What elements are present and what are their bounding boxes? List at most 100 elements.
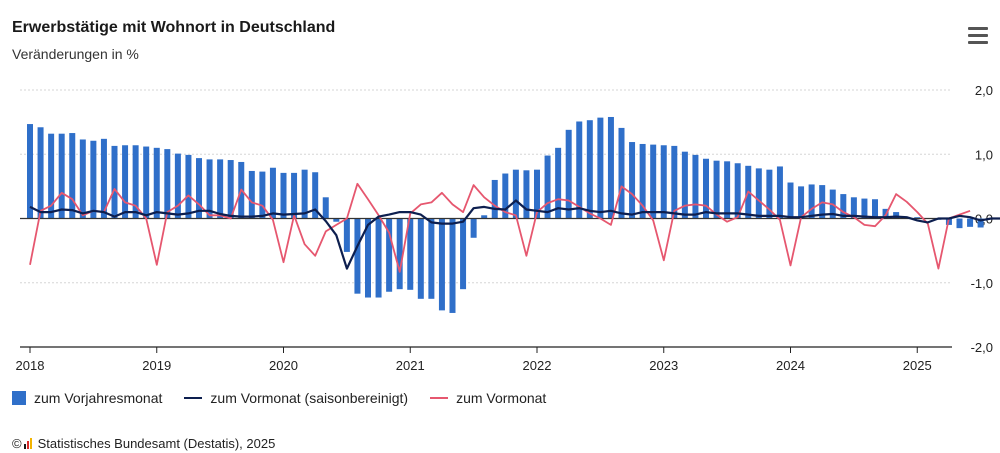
bar-vorjahresmonat <box>206 159 213 219</box>
bar-vorjahresmonat <box>787 182 794 219</box>
x-tick-label: 2020 <box>269 358 298 373</box>
bar-vorjahresmonat <box>460 218 467 290</box>
bar-vorjahresmonat <box>438 218 445 311</box>
bar-vorjahresmonat <box>544 155 551 219</box>
bar-vorjahresmonat <box>639 143 646 219</box>
bar-vorjahresmonat <box>660 145 667 219</box>
bar-vorjahresmonat <box>713 160 720 219</box>
legend-swatch-vormonat <box>430 397 449 399</box>
chart-title: Erwerbstätige mit Wohnort in Deutschland <box>12 19 336 36</box>
bar-vorjahresmonat <box>776 166 783 219</box>
bar-vorjahresmonat <box>27 124 33 219</box>
source-footer: © Statistisches Bundesamt (Destatis), 20… <box>12 436 275 451</box>
bar-vorjahresmonat <box>703 158 709 219</box>
bar-vorjahresmonat <box>597 117 604 219</box>
bar-vorjahresmonat <box>48 133 55 219</box>
x-tick-label: 2019 <box>142 358 171 373</box>
bar-vorjahresmonat <box>122 145 129 219</box>
hamburger-menu-icon[interactable] <box>968 27 988 45</box>
copyright-symbol: © <box>12 436 22 451</box>
legend-item-vormonat-saisonbereinigt[interactable]: zum Vormonat (saisonbereinigt) <box>184 390 408 406</box>
legend-swatch-vormonat-saisonbereinigt <box>184 397 203 399</box>
x-tick-label: 2023 <box>649 358 678 373</box>
bar-vorjahresmonat <box>534 169 540 219</box>
bar-vorjahresmonat <box>132 145 139 219</box>
bar-vorjahresmonat <box>365 218 371 298</box>
legend-label-vorjahresmonat: zum Vorjahresmonat <box>34 390 163 406</box>
bar-vorjahresmonat <box>196 158 202 219</box>
y-tick-label: -1,0 <box>971 276 993 291</box>
bar-vorjahresmonat <box>671 145 678 219</box>
bar-vorjahresmonat <box>428 218 435 299</box>
legend: zum Vorjahresmonat zum Vormonat (saisonb… <box>12 390 568 406</box>
bar-vorjahresmonat <box>322 197 329 219</box>
x-tick-label: 2024 <box>776 358 805 373</box>
bar-vorjahresmonat <box>734 163 741 219</box>
bar-vorjahresmonat <box>153 147 160 219</box>
bar-vorjahresmonat <box>576 121 583 219</box>
bar-vorjahresmonat <box>977 218 984 228</box>
line-vormonat <box>29 182 971 273</box>
bar-vorjahresmonat <box>565 129 572 219</box>
x-tick-label: 2018 <box>16 358 45 373</box>
bar-vorjahresmonat <box>914 217 921 219</box>
bar-vorjahresmonat <box>396 218 403 290</box>
y-tick-label: 1,0 <box>975 147 993 162</box>
bar-vorjahresmonat <box>449 218 456 313</box>
bar-vorjahresmonat <box>143 146 150 219</box>
bar-vorjahresmonat <box>798 186 805 219</box>
bar-vorjahresmonat <box>512 169 519 219</box>
bar-vorjahresmonat <box>333 218 340 222</box>
bar-vorjahresmonat <box>280 172 287 219</box>
x-tick-label: 2021 <box>396 358 425 373</box>
bar-vorjahresmonat <box>607 116 614 219</box>
bar-vorjahresmonat <box>69 133 76 219</box>
bar-vorjahresmonat <box>248 170 255 219</box>
bar-vorjahresmonat <box>724 161 731 219</box>
bar-vorjahresmonat <box>386 218 393 292</box>
destatis-logo-icon <box>23 438 33 449</box>
bar-vorjahresmonat <box>111 145 118 219</box>
bar-vorjahresmonat <box>692 154 699 219</box>
bar-vorjahresmonat <box>850 197 857 219</box>
bar-vorjahresmonat <box>861 198 868 219</box>
bar-vorjahresmonat <box>301 169 308 219</box>
bar-vorjahresmonat <box>417 218 424 299</box>
bar-vorjahresmonat <box>343 218 350 252</box>
bar-vorjahresmonat <box>629 142 636 219</box>
source-text: Statistisches Bundesamt (Destatis), 2025 <box>37 436 276 451</box>
bar-vorjahresmonat <box>354 218 361 294</box>
bar-vorjahresmonat <box>650 144 657 219</box>
bar-vorjahresmonat <box>174 153 181 219</box>
legend-label-vormonat: zum Vormonat <box>456 390 547 406</box>
y-tick-label: 2,0 <box>975 83 993 98</box>
bar-vorjahresmonat <box>523 170 530 219</box>
legend-item-vorjahresmonat[interactable]: zum Vorjahresmonat <box>12 390 162 406</box>
bar-vorjahresmonat <box>37 127 44 219</box>
bar-vorjahresmonat <box>407 218 414 290</box>
bar-vorjahresmonat <box>375 218 382 298</box>
y-tick-label: -2,0 <box>971 340 993 355</box>
legend-swatch-vorjahresmonat <box>12 391 26 405</box>
bar-vorjahresmonat <box>79 139 86 219</box>
bar-vorjahresmonat <box>217 159 224 219</box>
legend-label-vormonat-saisonbereinigt: zum Vormonat (saisonbereinigt) <box>210 390 409 406</box>
x-tick-label: 2025 <box>903 358 932 373</box>
bar-vorjahresmonat <box>840 194 847 219</box>
bar-vorjahresmonat <box>555 147 562 219</box>
bar-vorjahresmonat <box>259 171 266 219</box>
bar-vorjahresmonat <box>481 215 488 219</box>
bar-vorjahresmonat <box>312 172 319 219</box>
bar-vorjahresmonat <box>872 199 878 219</box>
bar-vorjahresmonat <box>58 133 65 219</box>
bar-vorjahresmonat <box>100 138 107 219</box>
bar-vorjahresmonat <box>291 172 298 219</box>
chart-subtitle: Veränderungen in % <box>12 46 139 62</box>
bar-vorjahresmonat <box>808 184 815 219</box>
bar-vorjahresmonat <box>681 151 688 219</box>
line-vormonat-saisonbereinigt <box>29 199 1000 270</box>
legend-item-vormonat[interactable]: zum Vormonat <box>430 390 546 406</box>
bar-vorjahresmonat <box>586 120 593 219</box>
bar-vorjahresmonat <box>227 160 234 219</box>
